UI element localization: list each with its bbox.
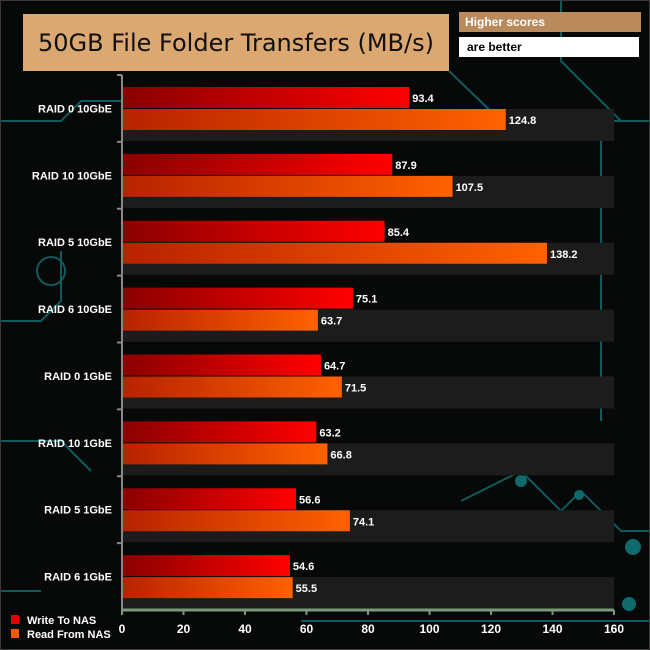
bar-write xyxy=(122,87,410,108)
note-are-better: are better xyxy=(459,37,639,57)
data-label: 93.4 xyxy=(412,93,434,105)
data-label: 63.7 xyxy=(321,316,342,328)
bar-read xyxy=(122,376,342,398)
bar-write xyxy=(122,287,353,309)
bar-read xyxy=(122,577,293,599)
data-label: 64.7 xyxy=(324,361,345,373)
bar-write xyxy=(122,153,393,175)
category-label: RAID 5 10GbE xyxy=(38,237,112,249)
note-higher-scores: Higher scores xyxy=(459,12,641,32)
bar-write xyxy=(122,354,321,376)
bar-read xyxy=(122,242,547,264)
data-label: 63.2 xyxy=(319,427,340,439)
data-label: 138.2 xyxy=(550,249,578,261)
category-label: RAID 6 1GbE xyxy=(44,572,112,584)
x-tick-label: 80 xyxy=(361,622,375,636)
bar-write xyxy=(122,421,317,443)
x-tick-label: 140 xyxy=(542,622,562,636)
bar-write xyxy=(122,488,297,510)
x-tick-label: 120 xyxy=(481,622,501,636)
bar-read xyxy=(122,109,506,130)
bar-read xyxy=(122,175,453,197)
category-label: RAID 10 1GbE xyxy=(38,438,112,450)
data-label: 87.9 xyxy=(395,160,416,172)
data-label: 54.6 xyxy=(293,561,314,573)
bar-read xyxy=(122,510,350,532)
category-label: RAID 0 10GbE xyxy=(38,103,112,115)
category-label: RAID 0 1GbE xyxy=(44,371,112,383)
x-tick-label: 40 xyxy=(238,622,252,636)
legend-label: Read From NAS xyxy=(27,629,111,641)
x-tick-label: 20 xyxy=(177,622,191,636)
legend-swatch xyxy=(11,629,19,638)
x-tick-label: 100 xyxy=(419,622,439,636)
legend-label: Write To NAS xyxy=(27,615,96,627)
category-label: RAID 5 1GbE xyxy=(44,505,112,517)
title-box: 50GB File Folder Transfers (MB/s) xyxy=(23,14,449,71)
data-label: 71.5 xyxy=(345,383,366,395)
data-label: 85.4 xyxy=(388,227,410,239)
category-label: RAID 6 10GbE xyxy=(38,304,112,316)
data-label: 124.8 xyxy=(509,115,537,127)
x-tick-label: 60 xyxy=(300,622,314,636)
bar-read xyxy=(122,309,318,331)
data-label: 55.5 xyxy=(296,583,317,595)
legend-swatch xyxy=(11,615,19,624)
bar-write xyxy=(122,555,290,577)
x-tick-label: 0 xyxy=(119,622,126,636)
x-tick-label: 160 xyxy=(604,622,624,636)
bar-write xyxy=(122,220,385,242)
data-label: 56.6 xyxy=(299,494,320,506)
category-label: RAID 10 10GbE xyxy=(32,170,112,182)
data-label: 66.8 xyxy=(330,449,351,461)
data-label: 74.1 xyxy=(353,516,374,528)
data-label: 75.1 xyxy=(356,294,377,306)
bar-read xyxy=(122,443,328,465)
data-label: 107.5 xyxy=(456,182,484,194)
chart-title: 50GB File Folder Transfers (MB/s) xyxy=(38,28,434,57)
